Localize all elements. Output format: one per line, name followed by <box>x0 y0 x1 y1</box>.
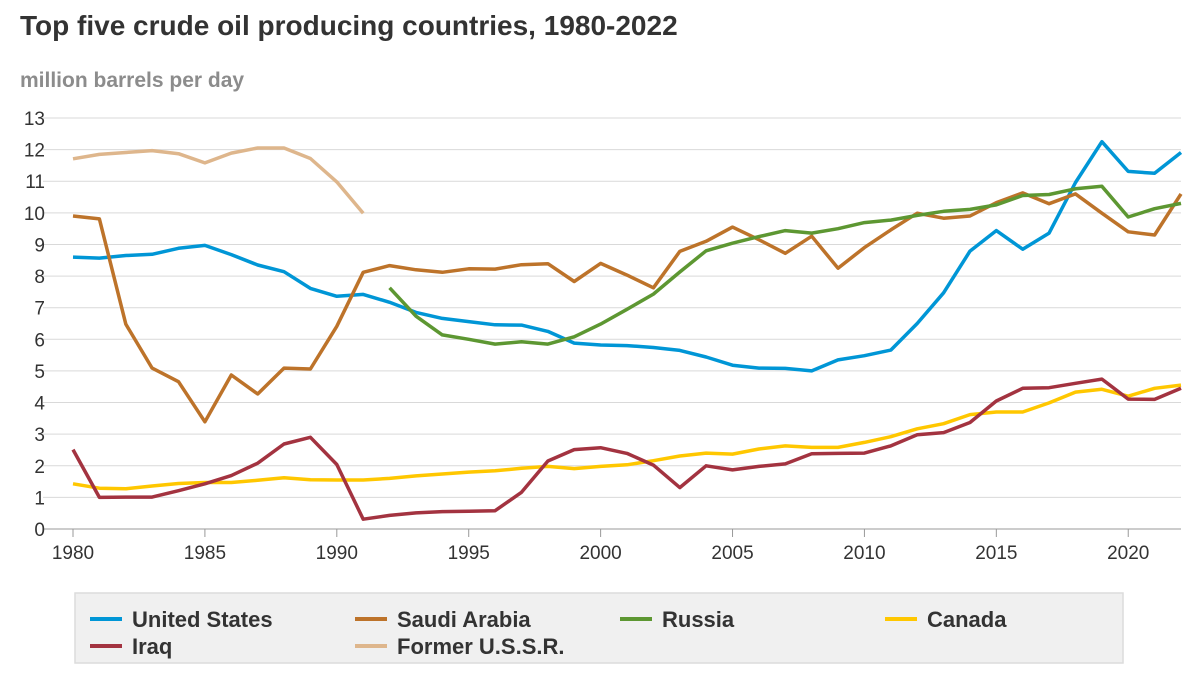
x-tick-label: 1985 <box>184 543 226 564</box>
gridlines <box>43 117 1181 537</box>
legend-label: Former U.S.S.R. <box>397 634 564 659</box>
chart-title: Top five crude oil producing countries, … <box>20 10 678 41</box>
y-tick-label: 3 <box>34 425 45 446</box>
x-tick-label: 2000 <box>579 543 621 564</box>
legend-item[interactable]: Former U.S.S.R. <box>355 634 564 659</box>
legend-item[interactable]: Russia <box>620 607 735 632</box>
legend-label: Canada <box>927 607 1007 632</box>
x-tick-label: 1980 <box>52 543 94 564</box>
y-tick-label: 5 <box>34 362 45 383</box>
y-tick-label: 13 <box>24 109 45 130</box>
x-tick-label: 2005 <box>711 543 753 564</box>
y-tick-label: 0 <box>34 520 45 541</box>
legend-item[interactable]: Iraq <box>90 634 172 659</box>
x-tick-label: 2010 <box>843 543 885 564</box>
series-line-canada <box>72 383 1182 491</box>
series-line-united-states <box>72 139 1183 373</box>
x-tick-label: 1995 <box>448 543 490 564</box>
legend-item[interactable]: United States <box>90 607 273 632</box>
legend: United States Saudi Arabia Russia Canada Ira… <box>90 607 1007 659</box>
legend-item[interactable]: Saudi Arabia <box>355 607 531 632</box>
y-axis-label: million barrels per day <box>20 69 244 92</box>
y-tick-label: 10 <box>24 204 45 225</box>
y-tick-label: 8 <box>34 267 45 288</box>
series-line-saudi-arabia <box>72 191 1183 424</box>
x-tick-labels: 1980 1985 1990 1995 2000 2005 2010 2015 2020 <box>52 543 1150 564</box>
y-tick-label: 2 <box>34 457 45 478</box>
x-tick-label: 1990 <box>316 543 358 564</box>
y-tick-label: 4 <box>34 394 45 415</box>
y-tick-label: 12 <box>24 141 45 162</box>
y-tick-label: 9 <box>34 235 45 256</box>
y-tick-label: 6 <box>34 330 45 351</box>
y-tick-label: 7 <box>34 299 45 320</box>
y-tick-label: 11 <box>25 172 45 193</box>
y-tick-label: 1 <box>34 488 45 509</box>
legend-box <box>74 592 1124 664</box>
legend-label: Iraq <box>132 634 172 659</box>
series-lines <box>71 139 1183 521</box>
x-tick-label: 2015 <box>975 543 1017 564</box>
legend-item[interactable]: Canada <box>885 607 1007 632</box>
series-line-iraq <box>71 377 1182 521</box>
series-line-former-u-s-s-r <box>72 146 365 215</box>
x-tick-label: 2020 <box>1107 543 1149 564</box>
legend-label: Saudi Arabia <box>397 607 531 632</box>
legend-label: Russia <box>662 607 735 632</box>
series-line-russia <box>388 184 1182 346</box>
legend-label: United States <box>132 607 273 632</box>
